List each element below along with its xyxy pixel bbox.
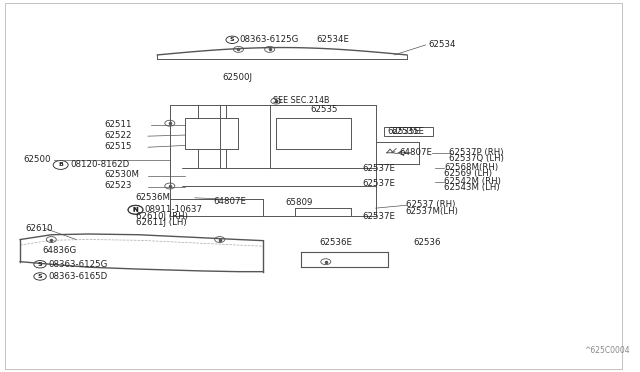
Text: 62511: 62511 [104,120,132,129]
Text: 62500J: 62500J [223,73,253,82]
Text: S: S [38,274,42,279]
Text: S: S [230,37,234,42]
Text: 08363-6165D: 08363-6165D [48,272,108,281]
Text: 62611J (LH): 62611J (LH) [136,218,186,227]
Text: 62522: 62522 [104,131,132,140]
FancyBboxPatch shape [384,127,433,136]
Text: 62537 (RH): 62537 (RH) [406,200,455,209]
Text: 64807E: 64807E [399,148,433,157]
Text: 62535E: 62535E [392,127,424,136]
Text: 08120-8162D: 08120-8162D [70,160,129,170]
Text: 62568M(RH): 62568M(RH) [444,163,499,171]
Text: ^625C0004: ^625C0004 [585,346,630,355]
Text: 62523: 62523 [104,182,132,190]
Text: 62542M (RH): 62542M (RH) [444,177,501,186]
Text: 64807E: 64807E [214,197,246,206]
Text: 62610: 62610 [25,224,52,233]
Text: 62535: 62535 [310,105,338,114]
Text: 08363-6125G: 08363-6125G [48,260,108,269]
Text: 62537E: 62537E [362,179,395,187]
Text: S: S [38,262,42,267]
Text: 62515: 62515 [104,142,132,151]
Text: 62543M (LH): 62543M (LH) [444,183,500,192]
Text: 62537Q (LH): 62537Q (LH) [449,154,504,163]
Text: 62536: 62536 [413,238,440,247]
Text: 65809: 65809 [285,198,312,207]
Text: B: B [58,163,63,167]
Text: 08363-6125G: 08363-6125G [240,35,299,44]
Text: 62534: 62534 [429,41,456,49]
Text: 62537P (RH): 62537P (RH) [449,148,504,157]
Text: SEE SEC.214B: SEE SEC.214B [273,96,329,105]
Text: 62530M: 62530M [104,170,140,179]
Text: 62535E: 62535E [387,127,420,136]
Text: 62610J (RH): 62610J (RH) [136,212,188,221]
Text: 62569 (LH): 62569 (LH) [444,169,492,178]
Text: 62500: 62500 [23,155,51,164]
Text: 62536M: 62536M [136,193,170,202]
Text: 62537M(LH): 62537M(LH) [406,206,458,216]
Text: 64836G: 64836G [42,246,76,255]
Text: 62534E: 62534E [316,35,349,44]
Text: 62537E: 62537E [362,212,395,221]
Text: 08911-10637: 08911-10637 [145,205,203,214]
Text: 62537E: 62537E [362,164,395,173]
Text: N: N [133,207,138,212]
Text: 62536E: 62536E [319,238,353,247]
Text: N: N [132,207,138,213]
